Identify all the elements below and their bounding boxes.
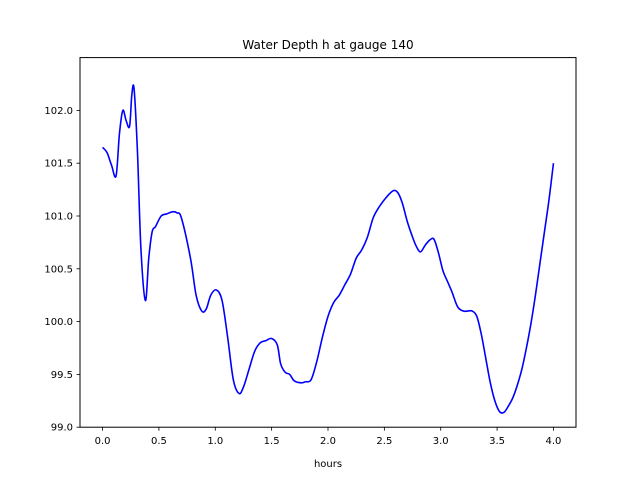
y-tick-label: 100.0 — [44, 317, 73, 328]
x-tick-label: 2.5 — [376, 436, 392, 447]
x-axis: 0.0 0.5 1.0 1.5 2.0 2.5 3.0 3.5 4.0 — [95, 427, 562, 447]
x-tick-label: 0.5 — [151, 436, 167, 447]
series-layer — [101, 84, 555, 414]
x-axis-label: hours — [314, 459, 342, 470]
x-tick-label: 3.0 — [433, 436, 449, 447]
x-tick-label: 4.0 — [546, 436, 562, 447]
y-tick-label: 99.0 — [51, 423, 73, 434]
y-tick-label: 102.0 — [44, 106, 73, 117]
y-tick-label: 100.5 — [44, 264, 73, 275]
y-tick-label: 99.5 — [51, 370, 73, 381]
x-tick-label: 1.5 — [264, 436, 280, 447]
series-line — [101, 84, 555, 414]
x-tick-label: 3.5 — [489, 436, 505, 447]
x-tick-label: 0.0 — [95, 436, 111, 447]
y-tick-label: 101.5 — [44, 159, 73, 170]
plot-frame — [79, 57, 577, 428]
y-tick-label: 101.0 — [44, 212, 73, 223]
x-tick-label: 2.0 — [320, 436, 336, 447]
chart-title: Water Depth h at gauge 140 — [242, 38, 413, 52]
y-axis: 99.0 99.5 100.0 100.5 101.0 101.5 102.0 — [44, 106, 80, 434]
x-tick-label: 1.0 — [207, 436, 223, 447]
